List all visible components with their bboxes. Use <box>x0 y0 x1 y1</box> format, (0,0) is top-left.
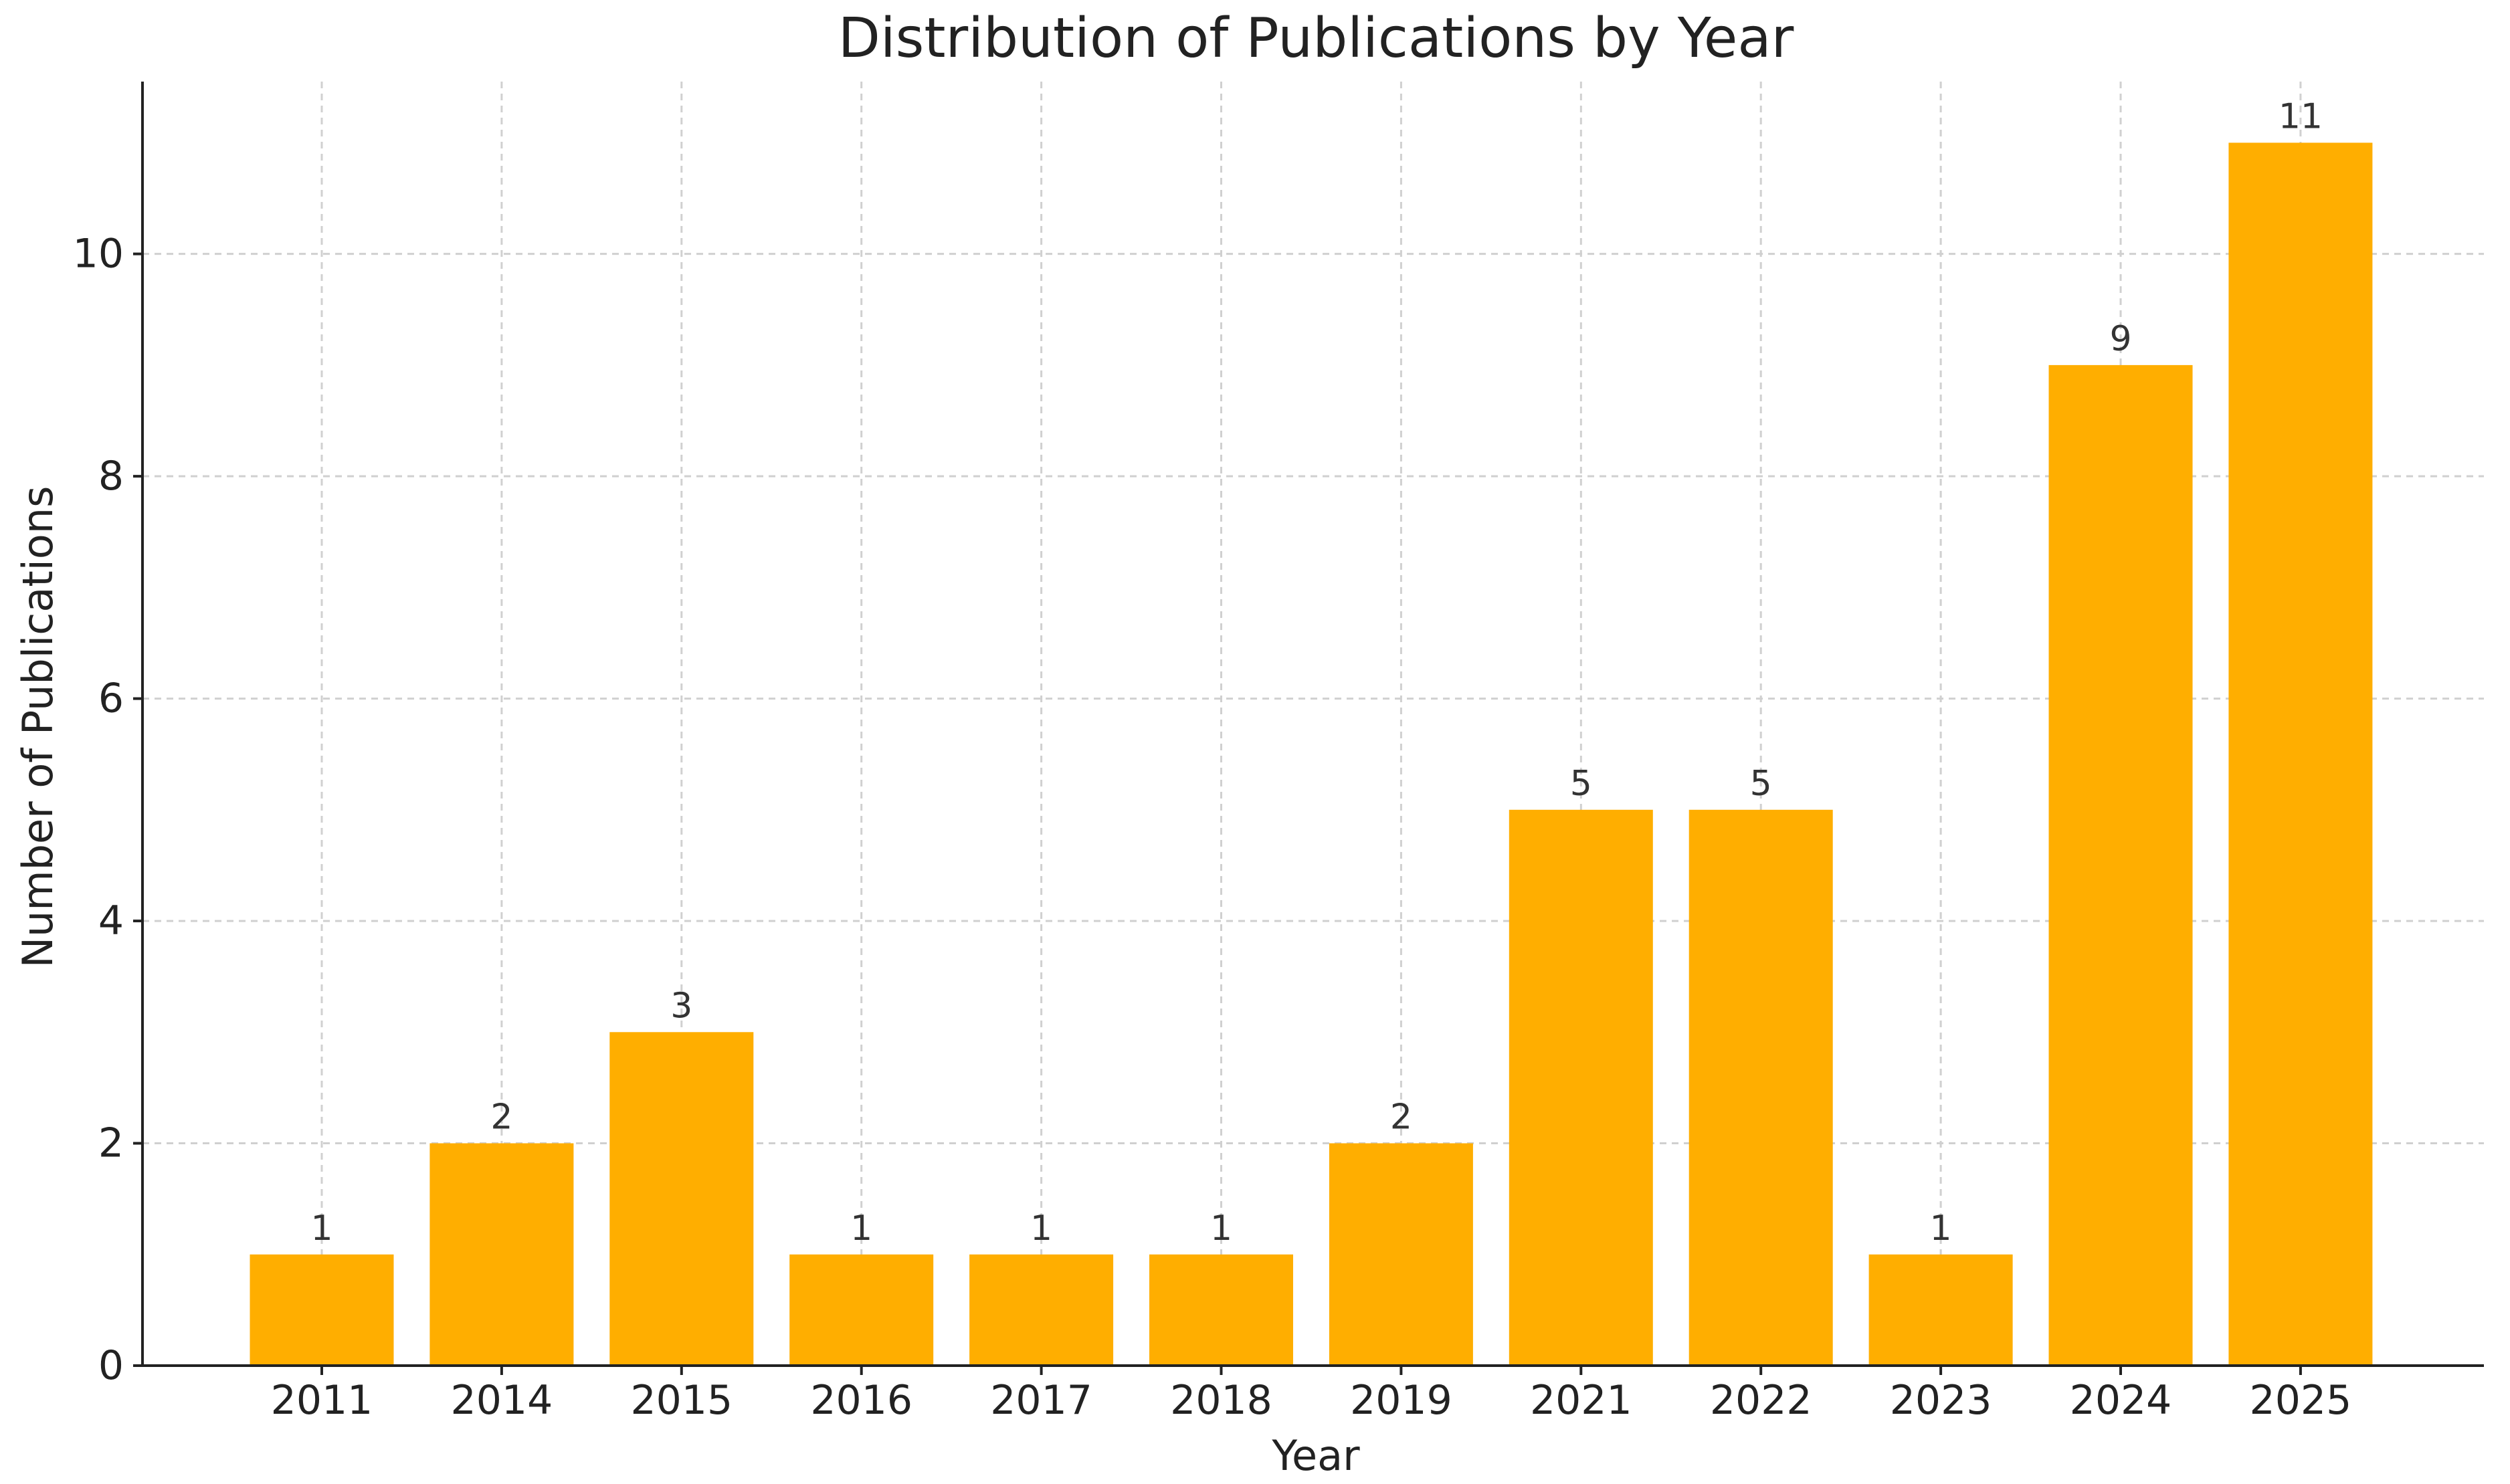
data-label-2011: 1 <box>310 1208 332 1249</box>
data-label-2024: 9 <box>2109 319 2131 359</box>
bars-layer <box>250 142 2373 1366</box>
y-axis-label: Number of Publications <box>13 486 62 968</box>
bar-2021 <box>1509 809 1653 1366</box>
x-tick-label-2022: 2022 <box>1710 1377 1812 1424</box>
x-tick-label-2021: 2021 <box>1530 1377 1632 1424</box>
data-label-2025: 11 <box>2279 96 2323 136</box>
data-label-2016: 1 <box>850 1208 872 1249</box>
y-tick-label: 10 <box>73 231 124 278</box>
y-tick-label: 2 <box>98 1120 124 1167</box>
data-label-2021: 5 <box>1570 764 1592 804</box>
data-label-2023: 1 <box>1930 1208 1952 1249</box>
bar-2025 <box>2228 142 2373 1366</box>
x-tick-label-2024: 2024 <box>2070 1377 2172 1424</box>
bar-2024 <box>2048 364 2193 1366</box>
x-tick-label-2025: 2025 <box>2250 1377 2352 1424</box>
bar-2014 <box>429 1143 574 1366</box>
bar-2023 <box>1868 1254 2013 1366</box>
x-tick-label-2018: 2018 <box>1170 1377 1272 1424</box>
data-label-2019: 2 <box>1390 1097 1412 1138</box>
x-tick-label-2014: 2014 <box>451 1377 553 1424</box>
x-tick-label-2023: 2023 <box>1890 1377 1992 1424</box>
data-label-2015: 3 <box>670 986 692 1026</box>
data-label-2017: 1 <box>1030 1208 1052 1249</box>
y-tick-label: 4 <box>98 897 124 944</box>
chart-title: Distribution of Publications by Year <box>838 7 1794 70</box>
x-tick-label-2015: 2015 <box>630 1377 733 1424</box>
x-tick-label-2019: 2019 <box>1350 1377 1452 1424</box>
y-tick-label: 6 <box>98 675 124 722</box>
data-label-2022: 5 <box>1750 764 1772 804</box>
bar-2015 <box>609 1032 754 1366</box>
x-tick-label-2011: 2011 <box>271 1377 373 1424</box>
y-tick-label: 0 <box>98 1342 124 1389</box>
bar-2017 <box>969 1254 1114 1366</box>
data-label-2018: 1 <box>1210 1208 1232 1249</box>
x-tick-label-2017: 2017 <box>990 1377 1092 1424</box>
ticks-layer: 0 2 4 6 8 10 2011 2014 2015 2016 2017 2018 2019 2021 2… <box>73 231 2352 1424</box>
data-label-2014: 2 <box>490 1097 512 1138</box>
x-axis-label: Year <box>1271 1431 1360 1480</box>
axes-layer <box>141 82 2484 1367</box>
bar-2016 <box>789 1254 934 1366</box>
x-tick-label-2016: 2016 <box>810 1377 912 1424</box>
bar-2011 <box>250 1254 394 1366</box>
y-tick-label: 8 <box>98 453 124 500</box>
bar-2022 <box>1688 809 1833 1366</box>
bar-2018 <box>1149 1254 1293 1366</box>
bar-2019 <box>1329 1143 1473 1366</box>
